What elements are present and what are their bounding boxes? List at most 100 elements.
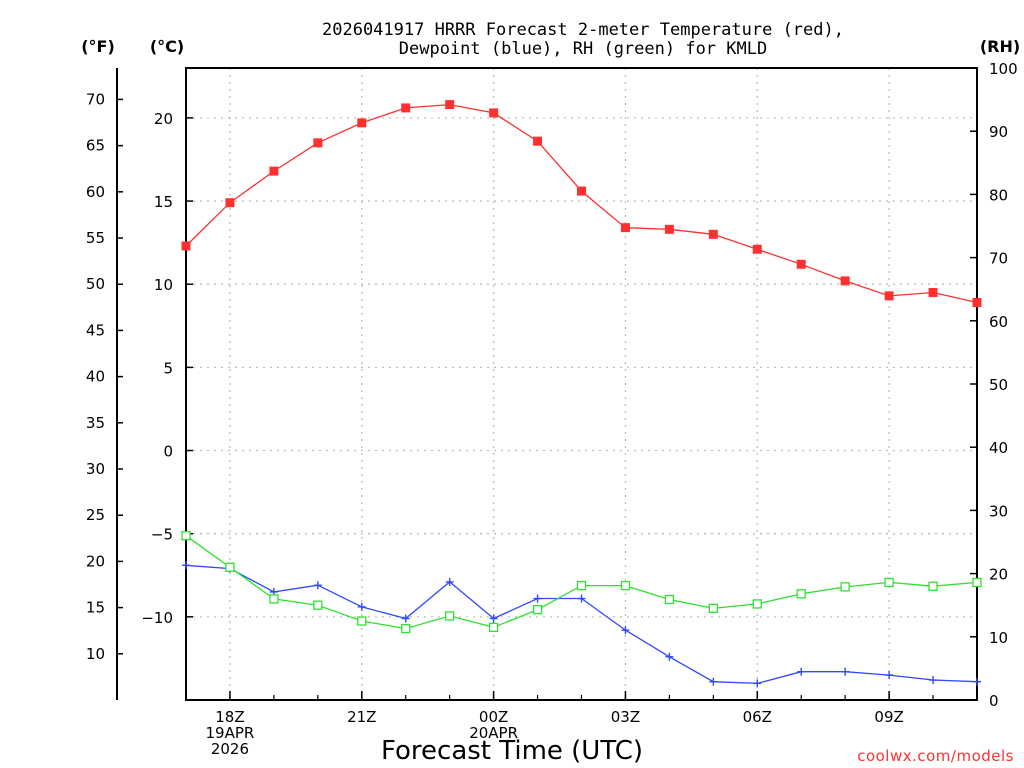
series <box>181 100 982 688</box>
dewpoint-point <box>313 581 322 590</box>
credit-text: coolwx.com/models <box>857 747 1014 765</box>
fahrenheit-tick-label: 25 <box>86 506 105 524</box>
dewpoint-point <box>533 594 542 603</box>
x-tick-label: 2026 <box>211 740 249 758</box>
rh-tick-label: 10 <box>989 629 1008 647</box>
fahrenheit-tick-label: 20 <box>86 552 105 570</box>
temperature-point <box>357 118 367 128</box>
rh-point <box>576 580 587 591</box>
temperature-point <box>928 288 938 298</box>
temperature-point <box>269 166 279 176</box>
x-tick-label: 21Z <box>347 708 376 726</box>
x-tick-label: 18Z <box>215 708 244 726</box>
rh-tick-label: 60 <box>989 313 1008 331</box>
axes: 7065605550454035302520151020151050−5−101… <box>86 60 1018 758</box>
fahrenheit-tick-label: 55 <box>86 229 105 247</box>
celsius-tick-label: 20 <box>154 110 173 128</box>
rh-point <box>796 589 806 599</box>
temperature-point <box>445 100 455 110</box>
rh-point <box>884 577 894 588</box>
temperature-point <box>489 108 499 118</box>
dewpoint-point <box>841 667 850 676</box>
temperature-line <box>185 103 978 304</box>
x-tick-label: 00Z <box>479 708 508 726</box>
x-tick-label: 03Z <box>611 708 640 726</box>
fahrenheit-tick-label: 35 <box>86 414 105 432</box>
rh-tick-label: 70 <box>989 250 1008 268</box>
rh-point <box>532 604 543 615</box>
celsius-tick-label: −10 <box>141 609 173 627</box>
rh-point <box>181 531 191 541</box>
temperature-point <box>752 244 762 254</box>
rh-tick-label: 100 <box>989 60 1018 78</box>
dewpoint-point <box>885 671 894 680</box>
gridlines <box>186 68 977 700</box>
rh-point <box>401 623 411 634</box>
rh-tick-label: 50 <box>989 376 1008 394</box>
chart-title-line2: Dewpoint (blue), RH (green) for KMLD <box>399 39 767 59</box>
temperature-point <box>577 186 586 196</box>
series-rh <box>181 531 982 634</box>
fahrenheit-tick-label: 15 <box>86 599 105 617</box>
temperature-point <box>796 259 806 269</box>
temperature-point <box>972 298 982 308</box>
rh-point <box>313 600 323 610</box>
celsius-tick-label: 10 <box>154 276 173 294</box>
fahrenheit-unit-label: (°F) <box>81 37 115 56</box>
rh-unit-label: (RH) <box>980 37 1020 56</box>
dewpoint-point <box>577 594 586 603</box>
fahrenheit-tick-label: 50 <box>86 275 105 293</box>
chart-title-line1: 2026041917 HRRR Forecast 2-meter Tempera… <box>322 20 844 40</box>
series-temperature <box>181 100 982 308</box>
dewpoint-point <box>929 676 938 685</box>
x-tick-label: 19APR <box>206 724 255 742</box>
dewpoint-point <box>489 614 498 623</box>
dewpoint-point <box>357 602 366 611</box>
temperature-point <box>664 224 674 234</box>
fahrenheit-tick-label: 30 <box>86 460 105 478</box>
fahrenheit-tick-label: 60 <box>86 183 105 201</box>
celsius-tick-label: 5 <box>163 359 173 377</box>
rh-tick-label: 40 <box>989 439 1008 457</box>
rh-point <box>928 581 938 591</box>
series-dewpoint <box>182 561 981 688</box>
x-tick-label: 20APR <box>469 724 518 742</box>
temperature-point <box>840 276 850 286</box>
rh-point <box>840 582 850 592</box>
celsius-tick-label: 15 <box>154 193 173 211</box>
rh-tick-label: 80 <box>989 186 1008 204</box>
rh-point <box>708 603 718 614</box>
x-axis-label: Forecast Time (UTC) <box>381 736 643 766</box>
rh-point <box>752 599 762 609</box>
dewpoint-point <box>709 677 718 686</box>
temperature-point <box>708 229 718 239</box>
fahrenheit-tick-label: 65 <box>86 137 105 155</box>
dewpoint-point <box>401 614 410 623</box>
rh-point <box>488 622 499 632</box>
temperature-point <box>313 138 323 148</box>
temperature-point <box>401 103 411 113</box>
temperature-point <box>181 241 191 251</box>
dewpoint-point <box>445 577 454 586</box>
rh-point <box>664 594 675 605</box>
fahrenheit-tick-label: 40 <box>86 368 105 386</box>
rh-tick-label: 30 <box>989 502 1008 520</box>
rh-tick-label: 20 <box>989 566 1008 584</box>
rh-point <box>357 616 367 626</box>
rh-point <box>972 577 982 588</box>
fahrenheit-tick-label: 70 <box>86 90 105 108</box>
temperature-point <box>884 291 894 301</box>
plot-frame <box>185 67 978 701</box>
x-tick-label: 06Z <box>743 708 772 726</box>
rh-point <box>225 562 235 572</box>
dewpoint-point <box>797 667 806 676</box>
dewpoint-point <box>753 679 762 688</box>
dewpoint-point <box>973 677 981 686</box>
fahrenheit-tick-label: 10 <box>86 645 105 663</box>
x-tick-label: 09Z <box>874 708 903 726</box>
rh-tick-label: 0 <box>989 692 999 710</box>
celsius-tick-label: −5 <box>151 526 173 544</box>
fahrenheit-tick-label: 45 <box>86 321 105 339</box>
temperature-point <box>533 136 543 146</box>
